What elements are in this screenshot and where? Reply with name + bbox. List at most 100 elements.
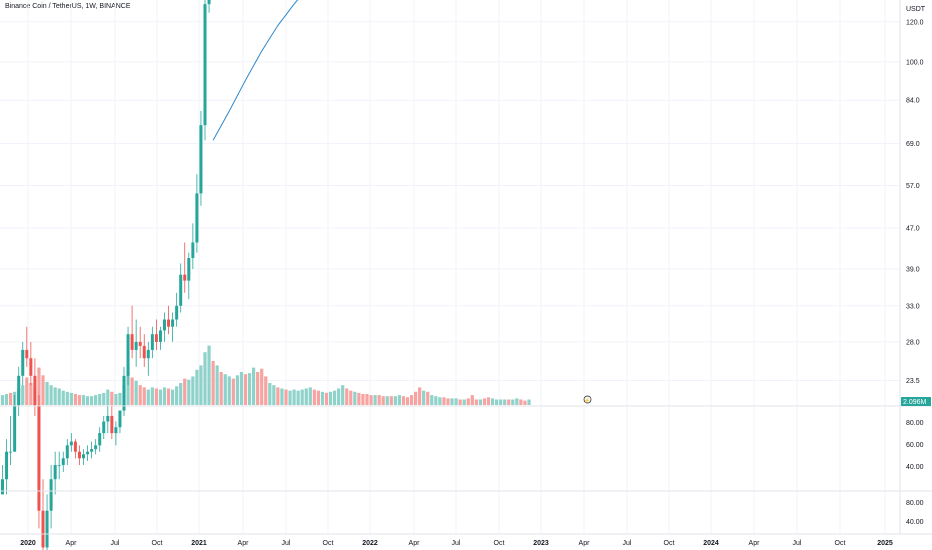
candle-body — [5, 451, 9, 480]
volume-bar — [183, 378, 187, 405]
candle-body — [199, 125, 203, 194]
volume-bar — [511, 399, 515, 405]
candle-body — [13, 405, 17, 452]
volume-bar — [187, 379, 191, 405]
time-tick-label: 2022 — [362, 540, 378, 547]
volume-bar — [434, 396, 438, 405]
volume-bar — [272, 385, 276, 405]
candle-body — [106, 415, 110, 422]
volume-bar — [300, 389, 304, 405]
candle-body — [77, 451, 81, 459]
pane2-tick-label: 40.00 — [906, 519, 924, 526]
price-tick-label: 84.0 — [906, 98, 920, 105]
candle-body — [110, 415, 114, 434]
volume-bar — [401, 396, 406, 405]
volume-bar — [361, 394, 365, 405]
candle-body — [118, 410, 122, 428]
candle-body — [29, 358, 33, 376]
price-axis-ticks: 120.0 100.0 84.0 69.0 57.0 47.0 39.0 33.0 28.0 23… — [906, 19, 924, 385]
candle-body — [195, 193, 199, 243]
volume-bar — [134, 380, 138, 405]
price-tick-label: 47.0 — [906, 225, 920, 232]
candle-body — [49, 479, 53, 511]
candle-body — [134, 341, 138, 350]
candle-body — [179, 274, 183, 306]
svg-text:⚡: ⚡ — [584, 397, 590, 404]
chart-title: Binance Coin / TetherUS, 1W, BINANCE — [5, 3, 131, 10]
volume-bar — [114, 394, 118, 405]
goto-realtime-icon[interactable]: ⚡ — [583, 395, 592, 404]
volume-bar — [507, 399, 511, 405]
volume-bar — [414, 391, 418, 405]
axes: USDT — [0, 0, 932, 535]
volume-bar — [166, 388, 171, 405]
volume-bar — [106, 389, 110, 405]
volume-bar — [154, 388, 158, 405]
volume-bar — [426, 391, 430, 405]
candle-body — [183, 274, 187, 281]
volume-bar — [333, 390, 337, 405]
volume-bar — [45, 381, 49, 405]
volume-bar — [328, 391, 333, 405]
volume-bar — [320, 391, 325, 405]
volume-bar — [252, 367, 256, 405]
candle-body — [33, 375, 37, 406]
volume-bars — [0, 345, 531, 405]
volume-bar — [349, 390, 353, 405]
volume-bar — [73, 394, 77, 405]
time-axis-ticks: 2020 Apr Jul Oct 2021 Apr Jul Oct 2022 Apr Jul Oct 2… — [20, 540, 893, 547]
candle-body — [167, 319, 171, 327]
volume-bar — [304, 388, 308, 405]
time-tick-label: Oct — [494, 540, 505, 547]
volume-bar — [341, 385, 345, 405]
candle-body — [191, 242, 195, 259]
volume-bar — [21, 385, 25, 405]
volume-bar — [373, 395, 377, 405]
volume-bar — [446, 398, 450, 405]
price-tick-label: 69.0 — [906, 141, 920, 148]
volume-bar — [478, 399, 482, 405]
time-tick-label: Jul — [452, 540, 461, 547]
candle-body — [138, 341, 142, 346]
volume-bar — [377, 395, 381, 405]
volume-bar — [162, 387, 167, 405]
volume-bar — [191, 376, 195, 405]
volume-bar — [284, 389, 288, 405]
volume-bar — [324, 392, 329, 405]
candle-body — [9, 451, 13, 453]
volume-bar — [288, 390, 292, 405]
volume-bar — [231, 378, 235, 405]
volume-bar — [130, 377, 134, 405]
candle-body — [122, 375, 126, 411]
volume-bar — [94, 395, 98, 405]
candle-body — [21, 349, 25, 376]
volume-bar — [219, 372, 223, 405]
candle-body — [163, 319, 166, 331]
volume-bar — [195, 369, 199, 405]
candle-body — [73, 441, 77, 452]
volume-label-bg — [901, 397, 931, 406]
volume-bar — [389, 396, 393, 405]
time-tick-label: Oct — [152, 540, 163, 547]
candle-body — [207, 0, 211, 5]
candle-body — [41, 510, 45, 548]
volume-bar — [37, 367, 41, 405]
volume-label: 2.096M — [903, 399, 927, 406]
candle-body — [90, 449, 94, 452]
volume-bar — [110, 391, 114, 405]
volume-bar — [41, 375, 45, 405]
volume-bar — [409, 395, 414, 405]
time-tick-label: 2025 — [877, 540, 893, 547]
volume-bar — [365, 394, 369, 405]
time-tick-label: Oct — [323, 540, 334, 547]
price-tick-label: 33.0 — [906, 303, 920, 310]
volume-bar — [450, 398, 454, 405]
volume-bar — [175, 386, 179, 405]
volume-bar — [486, 397, 491, 405]
volume-bar — [235, 375, 239, 405]
time-tick-label: Jul — [111, 540, 120, 547]
candle-body — [203, 4, 207, 126]
time-tick-label: 2020 — [20, 540, 36, 547]
volume-bar — [171, 389, 175, 405]
